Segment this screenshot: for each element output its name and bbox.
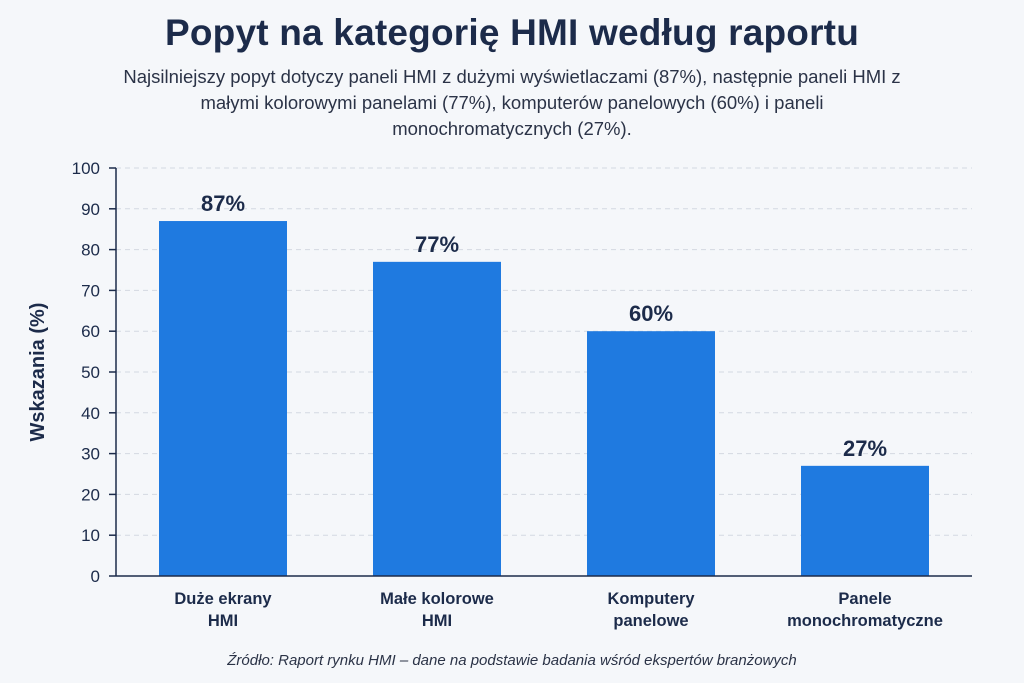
x-tick-label: Duże ekrany HMI (174, 590, 272, 630)
y-tick-label: 30 (81, 445, 100, 464)
bar-value-label: 27% (843, 436, 887, 461)
y-tick-label: 60 (81, 322, 100, 341)
y-tick-label: 40 (81, 404, 100, 423)
y-tick-label: 100 (72, 159, 100, 178)
x-axis-ticks: Duże ekrany HMI Małe kolorowe HMI Komputery p… (174, 590, 943, 630)
y-tick-label: 50 (81, 363, 100, 382)
y-tick-label: 90 (81, 200, 100, 219)
y-tick-label: 20 (81, 485, 100, 504)
bar (801, 465, 929, 576)
data-labels: 87% 77% 60% 27% (201, 191, 887, 461)
chart-subtitle: Najsilniejszy popyt dotyczy paneli HMI z… (123, 66, 901, 139)
x-tick-label: Małe kolorowe HMI (380, 590, 494, 630)
bar (587, 331, 715, 576)
bar-value-label: 77% (415, 232, 459, 257)
y-axis-title: Wskazania (%) (27, 303, 49, 442)
y-tick-label: 10 (81, 526, 100, 545)
source-note: Źródło: Raport rynku HMI – dane na podst… (227, 652, 797, 669)
bar-value-label: 87% (201, 191, 245, 216)
y-tick-label: 80 (81, 241, 100, 260)
x-tick-label: Panele monochromatyczne (787, 590, 943, 630)
x-tick-label: Komputery panelowe (607, 590, 695, 630)
y-tick-label: 70 (81, 281, 100, 300)
bar (159, 221, 287, 577)
bars (159, 221, 929, 577)
y-tick-label: 0 (91, 567, 100, 586)
bar-value-label: 60% (629, 301, 673, 326)
y-axis-ticks: 0 10 20 30 40 50 60 70 80 90 100 (72, 159, 116, 586)
bar (373, 261, 501, 576)
chart-title: Popyt na kategorię HMI według raportu (164, 12, 860, 53)
